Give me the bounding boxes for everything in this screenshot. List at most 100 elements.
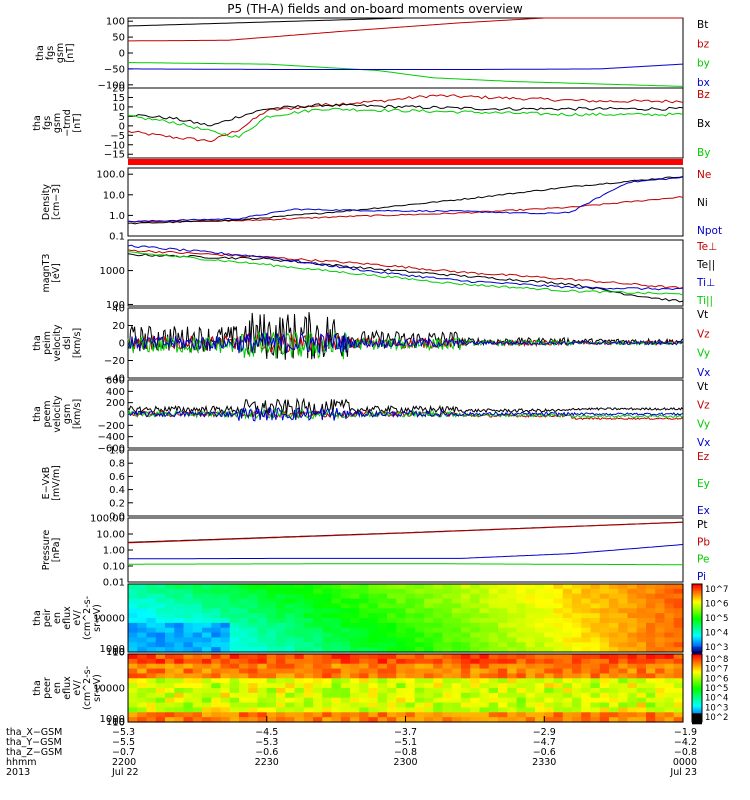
spectrogram-cell bbox=[128, 658, 138, 665]
spectrogram-cell bbox=[322, 622, 333, 629]
spectrogram-cell bbox=[424, 618, 434, 624]
y-tick-label: 10 bbox=[112, 102, 125, 113]
spectrogram-cell bbox=[322, 598, 333, 605]
spectrogram-cell bbox=[313, 588, 323, 595]
spectrogram-cell bbox=[137, 697, 148, 704]
spectrogram-cell bbox=[128, 717, 138, 723]
spectrogram-cell bbox=[137, 608, 148, 614]
spectrogram-cell bbox=[655, 584, 666, 590]
spectrogram-cell bbox=[618, 584, 629, 590]
spectrogram-cell bbox=[599, 647, 610, 653]
spectrogram-cell bbox=[192, 702, 203, 709]
spectrogram-cell bbox=[572, 622, 582, 629]
spectrogram-cell bbox=[239, 658, 249, 665]
spectrogram-cell bbox=[461, 627, 471, 634]
y-tick-label: 10.0 bbox=[103, 190, 125, 201]
spectrogram-cell bbox=[414, 678, 425, 684]
legend-ez: Ez bbox=[697, 451, 710, 463]
spectrogram-cell bbox=[673, 588, 684, 595]
spectrogram-cell bbox=[248, 608, 259, 614]
spectrogram-cell bbox=[350, 658, 360, 665]
spectrogram-cell bbox=[239, 637, 249, 643]
spectrogram-cell bbox=[664, 613, 675, 619]
spectrogram-cell bbox=[396, 702, 407, 709]
spectrogram-cell bbox=[424, 603, 434, 609]
spectrogram-cell bbox=[313, 622, 323, 629]
spectrogram-cell bbox=[192, 642, 203, 648]
spectrogram-cell bbox=[155, 683, 166, 689]
spectrogram-cell bbox=[424, 593, 434, 600]
spectrogram-cell bbox=[350, 588, 360, 595]
spectrogram-cell bbox=[609, 673, 619, 679]
x-tick-label: −5.5 bbox=[112, 737, 135, 748]
spectrogram-cell bbox=[609, 622, 619, 629]
spectrogram-cell bbox=[516, 673, 527, 679]
x-tick-label: 2300 bbox=[393, 757, 417, 768]
spectrogram-cell bbox=[248, 603, 259, 609]
spectrogram-cell bbox=[359, 588, 370, 595]
spectrogram-cell bbox=[368, 584, 379, 590]
spectrogram-cell bbox=[627, 584, 638, 590]
spectrogram-cell bbox=[544, 673, 555, 679]
spectrogram-cell bbox=[590, 637, 601, 643]
spectrogram-cell bbox=[183, 663, 194, 670]
spectrogram-cell bbox=[340, 707, 351, 713]
x-axis-row-label: tha_Z−GSM bbox=[6, 747, 62, 758]
spectrogram-cell bbox=[479, 692, 490, 699]
spectrogram-cell bbox=[451, 702, 462, 709]
spectrogram-cell bbox=[553, 673, 564, 679]
spectrogram-cell bbox=[239, 622, 249, 629]
spectrogram-cell bbox=[572, 717, 582, 723]
spectrogram-cell bbox=[516, 598, 527, 605]
spectrogram-cell bbox=[572, 673, 582, 679]
legend-pi: Pi bbox=[697, 571, 706, 583]
spectrogram-cell bbox=[664, 632, 675, 639]
spectrogram-cell bbox=[553, 584, 564, 590]
spectrogram-cell bbox=[581, 588, 592, 595]
spectrogram-cell bbox=[377, 603, 388, 609]
spectrogram-cell bbox=[266, 717, 277, 723]
spectrogram-cell bbox=[405, 663, 416, 670]
spectrogram-cell bbox=[479, 668, 490, 675]
spectrogram-cell bbox=[229, 627, 240, 634]
spectrogram-cell bbox=[396, 584, 407, 590]
spectrogram-cell bbox=[257, 673, 268, 679]
spectrogram-cell bbox=[479, 613, 490, 619]
colorbar-segment bbox=[692, 629, 702, 632]
y-tick-label: 1000 bbox=[100, 644, 125, 655]
spectrogram-cell bbox=[211, 608, 222, 614]
spectrogram-cell bbox=[340, 598, 351, 605]
spectrogram-cell bbox=[414, 622, 425, 629]
spectrogram-cell bbox=[535, 717, 545, 723]
spectrogram-cell bbox=[239, 688, 249, 694]
spectrogram-cell bbox=[646, 632, 656, 639]
legend-bx: Bx bbox=[697, 118, 710, 130]
spectrogram-cell bbox=[229, 632, 240, 639]
spectrogram-cell bbox=[470, 622, 481, 629]
spectrogram-cell bbox=[368, 702, 379, 709]
spectrogram-cell bbox=[146, 654, 157, 660]
spectrogram-cell bbox=[368, 622, 379, 629]
spectrogram-cell bbox=[433, 588, 444, 595]
spectrogram-cell bbox=[655, 654, 666, 660]
y-tick-label: 200 bbox=[106, 398, 125, 409]
spectrogram-cell bbox=[664, 588, 675, 595]
spectrogram-cell bbox=[627, 668, 638, 675]
spectrogram-cell bbox=[442, 627, 453, 634]
spectrogram-cell bbox=[590, 598, 601, 605]
spectrogram-cell bbox=[331, 658, 342, 665]
spectrogram-cell bbox=[627, 618, 638, 624]
spectrogram-cell bbox=[220, 622, 231, 629]
spectrogram-cell bbox=[313, 627, 323, 634]
spectrogram-cell bbox=[229, 692, 240, 699]
spectrogram-cell bbox=[313, 642, 323, 648]
spectrogram-cell bbox=[498, 584, 508, 590]
spectrogram-cell bbox=[220, 632, 231, 639]
spectrogram-cell bbox=[636, 584, 647, 590]
spectrogram-cell bbox=[331, 627, 342, 634]
spectrogram-cell bbox=[562, 598, 573, 605]
spectrogram-cell bbox=[636, 588, 647, 595]
spectrogram-cell bbox=[155, 588, 166, 595]
spectrogram-cell bbox=[303, 658, 314, 665]
spectrogram-cell bbox=[590, 642, 601, 648]
